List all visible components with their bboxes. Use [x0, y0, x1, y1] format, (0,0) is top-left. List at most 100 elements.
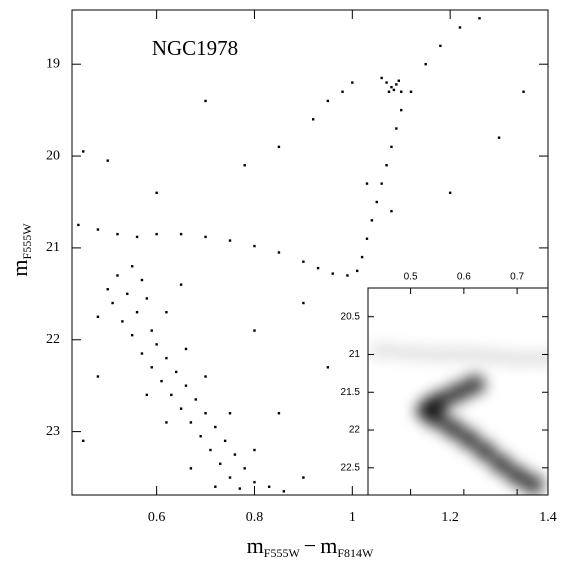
star-point — [424, 62, 427, 66]
star-point — [370, 219, 374, 222]
star-point — [385, 164, 388, 167]
x-axis-label: mF555W − mF814W — [247, 533, 374, 560]
star-point — [311, 118, 315, 121]
star-point — [243, 164, 246, 167]
star-point — [184, 384, 188, 387]
plot-frame — [71, 9, 549, 496]
star-point — [341, 90, 344, 93]
star-point — [397, 79, 400, 82]
density-blob — [506, 465, 529, 486]
star-point — [150, 366, 153, 369]
star-point — [82, 439, 85, 443]
star-point — [253, 329, 256, 332]
density-blob — [368, 343, 400, 358]
star-point — [243, 467, 246, 470]
star-point — [346, 274, 349, 277]
y-tick-label: 21.5 — [341, 387, 361, 398]
star-point — [184, 347, 188, 351]
star-point — [302, 476, 305, 479]
star-point — [478, 17, 481, 20]
density-blob — [426, 408, 449, 429]
x-label-sub: F814W — [337, 546, 374, 560]
star-point — [140, 352, 144, 355]
main-layer: 0.6 0.8 1 1.2 1.4 19 20 21 22 23 — [46, 9, 557, 525]
star-point — [277, 412, 281, 415]
star-point — [130, 333, 134, 337]
star-point — [316, 266, 320, 270]
x-tick-label: 0.6 — [457, 272, 471, 283]
star-point — [121, 320, 124, 323]
y-tick-label: 20.5 — [341, 311, 361, 322]
star-point — [155, 232, 158, 236]
star-point — [302, 260, 305, 263]
star-point — [179, 232, 183, 236]
star-point — [150, 329, 153, 332]
star-point — [96, 375, 100, 378]
star-point — [233, 453, 237, 456]
star-point — [392, 88, 396, 92]
star-point — [189, 421, 193, 424]
star-point — [165, 356, 168, 360]
star-point — [165, 421, 168, 424]
star-point — [116, 274, 119, 277]
density-blob — [490, 454, 513, 475]
star-point — [277, 251, 281, 254]
star-point — [204, 235, 207, 239]
star-point — [439, 44, 442, 48]
density-layer — [368, 343, 548, 495]
y-tick-label: 22.5 — [341, 462, 361, 473]
star-point — [253, 244, 256, 248]
star-point — [395, 127, 398, 130]
star-point — [160, 379, 163, 383]
density-blob — [458, 429, 481, 450]
star-point — [228, 239, 232, 242]
star-point — [106, 288, 109, 291]
star-point — [204, 99, 207, 103]
density-blob — [442, 418, 465, 439]
star-point — [228, 476, 232, 479]
star-point — [522, 90, 525, 93]
star-point — [214, 485, 217, 488]
x-label-part: − — [304, 533, 316, 558]
star-point — [135, 311, 139, 314]
star-point — [179, 407, 183, 410]
star-point — [111, 301, 114, 305]
star-point — [448, 191, 452, 194]
density-blob — [474, 441, 497, 462]
star-point — [282, 490, 286, 493]
star-point — [204, 375, 207, 378]
star-point — [390, 85, 393, 89]
star-point — [228, 412, 232, 415]
star-point — [326, 99, 330, 103]
x-label-part: m — [247, 533, 264, 558]
star-point — [380, 76, 383, 80]
y-tick-label: 21 — [349, 349, 361, 360]
star-point — [365, 237, 369, 240]
star-point — [165, 311, 168, 314]
star-point — [82, 150, 85, 153]
plot-frame — [367, 287, 549, 496]
density-blob — [527, 351, 548, 366]
star-point — [96, 228, 100, 231]
star-point — [116, 232, 119, 236]
density-blob — [421, 347, 454, 362]
density-blob — [447, 347, 480, 362]
star-point — [175, 370, 178, 374]
star-point — [331, 272, 334, 275]
star-point — [375, 200, 378, 204]
star-point — [106, 159, 109, 162]
density-blob — [522, 474, 545, 495]
x-tick-label: 0.7 — [510, 272, 524, 283]
star-point — [400, 90, 403, 93]
star-point — [365, 182, 369, 185]
star-point — [253, 480, 256, 484]
annotation: NGC1978 — [152, 36, 238, 60]
star-point — [189, 467, 193, 470]
star-point — [380, 182, 383, 185]
inset-plot: 0.5 0.6 0.7 20.5 21 21.5 22 22.5 — [341, 272, 549, 496]
density-blob — [474, 348, 507, 363]
star-point — [179, 283, 183, 286]
star-point — [126, 292, 129, 296]
star-point — [140, 278, 144, 282]
